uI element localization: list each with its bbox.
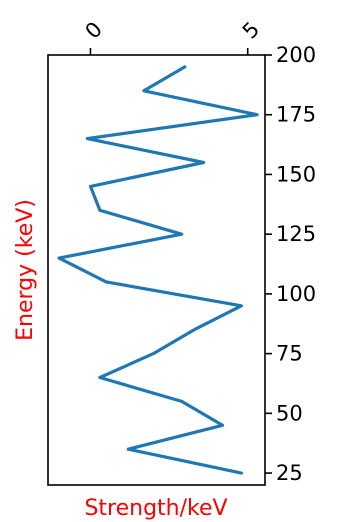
y-tick-label: 50 [276,401,303,425]
series-line [57,65,259,475]
y-tick-label: 125 [276,222,316,246]
y-tick-label: 150 [276,162,316,186]
x-tick-label: 5 [238,17,264,43]
y-axis-label: Energy (keV) [13,199,38,341]
y-tick-label: 75 [276,342,303,366]
y-tick-label: 175 [276,103,316,127]
y-axis-ticks: 25 50 75 100 125 150 175 200 [265,43,316,485]
y-tick-label: 25 [276,461,303,485]
x-tick-label: 0 [81,17,107,43]
y-tick-label: 200 [276,43,316,67]
y-tick-label: 100 [276,282,316,306]
plot-frame [47,54,266,486]
x-axis-label: Strength/keV [84,496,227,521]
